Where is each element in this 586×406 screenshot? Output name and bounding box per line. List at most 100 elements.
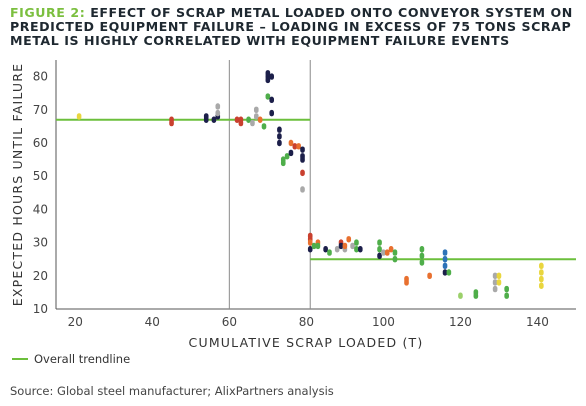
data-point (377, 252, 382, 260)
data-point (539, 262, 544, 270)
y-tick-label: 10 (33, 302, 48, 316)
data-point (377, 239, 382, 246)
data-point (473, 292, 479, 299)
data-point (334, 246, 340, 253)
data-point (300, 146, 305, 153)
x-tick-label: 80 (299, 315, 314, 329)
data-point (234, 116, 240, 123)
x-tick-label: 40 (145, 315, 160, 329)
data-point (288, 139, 294, 147)
data-point (253, 106, 259, 113)
data-point (300, 156, 305, 163)
y-tick-label: 60 (33, 136, 48, 150)
data-point (315, 242, 321, 250)
data-point (496, 272, 502, 279)
data-point (354, 246, 359, 253)
figure-title: EFFECT OF SCRAP METAL LOADED ONTO CONVEY… (10, 5, 573, 48)
y-tick-label: 50 (33, 169, 48, 183)
data-point (323, 246, 328, 253)
data-point (300, 169, 305, 177)
source-note: Source: Global steel manufacturer; AlixP… (10, 384, 334, 398)
data-point (419, 252, 425, 260)
data-point (288, 149, 294, 157)
data-point (327, 249, 332, 256)
data-point (442, 256, 448, 263)
x-tick-label: 140 (526, 315, 549, 329)
data-point (277, 126, 282, 133)
data-point (419, 246, 425, 253)
figure-label: FIGURE 2: (10, 5, 86, 20)
data-point (442, 269, 448, 276)
data-point (442, 262, 448, 270)
data-point (492, 272, 498, 279)
chart-title: FIGURE 2: EFFECT OF SCRAP METAL LOADED O… (10, 6, 580, 48)
y-tick-label: 80 (33, 70, 48, 84)
data-point (504, 285, 509, 293)
data-point (458, 292, 463, 299)
data-point (261, 123, 267, 130)
data-point (296, 143, 301, 150)
data-point (253, 113, 259, 120)
data-point (350, 242, 355, 250)
data-point (404, 279, 409, 286)
data-point (388, 246, 394, 253)
data-point (446, 269, 452, 276)
data-point (342, 242, 348, 250)
y-tick-label: 70 (33, 103, 48, 117)
data-point (203, 113, 209, 120)
data-point (384, 249, 390, 256)
data-point (277, 139, 282, 147)
data-point (539, 275, 544, 283)
data-point (354, 239, 359, 246)
data-point (311, 242, 317, 250)
data-point (215, 109, 221, 117)
data-point (307, 246, 313, 253)
data-point (504, 292, 509, 299)
data-point (492, 285, 498, 293)
data-point (492, 279, 498, 286)
scatter-chart: 20 40 60 80 100 120 140 10 20 30 40 50 60 70 80 CUMULAT… (10, 60, 576, 350)
data-point (269, 73, 275, 80)
data-point (169, 116, 174, 123)
x-tick-label: 60 (222, 315, 237, 329)
data-point (539, 269, 544, 276)
data-point (292, 143, 298, 150)
data-point (300, 186, 305, 193)
data-point (392, 249, 398, 256)
y-tick-label: 20 (33, 269, 48, 283)
data-point (338, 242, 344, 250)
data-point (269, 96, 275, 104)
data-point (257, 116, 263, 123)
x-tick-label: 20 (68, 315, 83, 329)
y-tick-label: 40 (33, 202, 48, 216)
data-point (280, 159, 286, 167)
legend: Overall trendline (12, 352, 130, 366)
data-point (76, 113, 82, 120)
data-point (265, 93, 271, 100)
data-point (419, 259, 425, 266)
data-point (539, 282, 544, 289)
data-point (427, 272, 432, 279)
data-point (377, 246, 382, 253)
data-point (357, 246, 363, 253)
data-point (211, 116, 217, 123)
data-point (381, 249, 386, 256)
data-point (238, 116, 244, 123)
x-tick-label: 100 (372, 315, 395, 329)
data-point (442, 249, 448, 256)
data-point (496, 279, 502, 286)
data-point (246, 116, 251, 123)
data-point (265, 70, 271, 77)
y-tick-label: 30 (33, 236, 48, 250)
data-point (307, 239, 313, 246)
data-point (215, 103, 221, 110)
data-point (269, 109, 275, 117)
y-axis-title: EXPECTED HOURS UNTIL FAILURE (10, 63, 25, 306)
data-point (392, 256, 398, 263)
legend-trendline-label: Overall trendline (34, 352, 131, 366)
data-point (250, 119, 255, 127)
legend-trendline-swatch (12, 358, 28, 360)
data-point (346, 236, 352, 243)
data-point (277, 133, 282, 140)
data-point (265, 76, 271, 84)
